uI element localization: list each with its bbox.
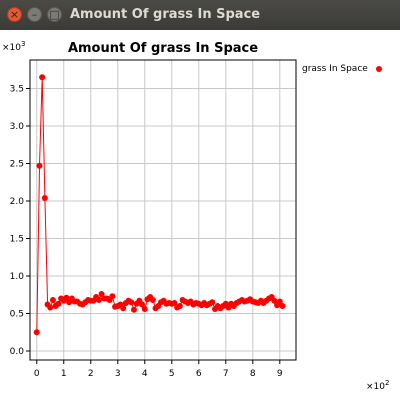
y-tick-label: 0.5 [10, 310, 24, 320]
x-tick-label: 7 [223, 369, 229, 379]
y-tick-label: 1.5 [10, 235, 24, 245]
data-point [142, 306, 148, 312]
close-icon: × [10, 7, 19, 22]
data-point [279, 303, 285, 309]
y-tick-label: 2.0 [10, 197, 25, 207]
data-point [209, 299, 215, 305]
chart-title: Amount Of grass In Space [30, 41, 296, 56]
x-tick-label: 2 [88, 369, 94, 379]
y-tick-label: 3.5 [10, 85, 24, 95]
chart-panel: 0 1 2 3 4 5 6 7 8 9 0.0 0.5 1.0 1.5 2.0 2.5 3.0 3.5 Amoun… [0, 30, 400, 400]
x-tick-label: 0 [34, 369, 40, 379]
x-tick-label: 8 [250, 369, 256, 379]
legend-series-label: grass In Space [302, 64, 368, 74]
x-tick-label: 9 [277, 369, 283, 379]
legend-series-marker [376, 66, 382, 72]
y-axis-multiplier: ×103 [2, 43, 25, 53]
maximize-icon: □ [49, 7, 59, 22]
data-point [150, 297, 156, 303]
close-window-button[interactable]: × [7, 7, 22, 22]
maximize-window-button[interactable]: □ [47, 7, 62, 22]
data-point [36, 163, 42, 169]
data-point [34, 329, 40, 335]
data-point [128, 299, 134, 305]
series-line [37, 77, 283, 332]
window-titlebar[interactable]: × – □ Amount Of grass In Space [0, 0, 400, 30]
y-tick-label: 3.0 [10, 122, 25, 132]
y-multiplier-base: ×10 [2, 43, 21, 53]
x-axis-multiplier: ×102 [366, 382, 389, 392]
chart-canvas[interactable]: 0 1 2 3 4 5 6 7 8 9 0.0 0.5 1.0 1.5 2.0 2.5 3.0 3.5 [0, 30, 400, 400]
data-point [47, 305, 53, 311]
x-tick-label: 4 [142, 369, 148, 379]
minimize-icon: – [32, 7, 38, 22]
x-multiplier-base: ×10 [366, 382, 385, 392]
data-point [177, 303, 183, 309]
y-tick-label: 1.0 [10, 272, 25, 282]
x-tick-label: 5 [169, 369, 175, 379]
data-point [39, 74, 45, 80]
data-point [50, 297, 56, 303]
x-tick-label: 3 [115, 369, 121, 379]
x-tick-label: 6 [196, 369, 202, 379]
data-point [109, 293, 115, 299]
chart-legend: grass In Space [302, 64, 398, 74]
data-point [96, 297, 102, 303]
data-point [42, 195, 48, 201]
y-tick-label: 0.0 [10, 347, 25, 357]
y-tick-label: 2.5 [10, 160, 24, 170]
y-multiplier-exponent: 3 [21, 40, 25, 48]
x-multiplier-exponent: 2 [385, 379, 389, 387]
window-title: Amount Of grass In Space [70, 0, 390, 30]
data-point [55, 301, 61, 307]
data-point [131, 307, 137, 313]
minimize-window-button[interactable]: – [27, 7, 42, 22]
plot-frame [30, 60, 296, 360]
data-point [120, 305, 126, 311]
x-tick-label: 1 [61, 369, 67, 379]
